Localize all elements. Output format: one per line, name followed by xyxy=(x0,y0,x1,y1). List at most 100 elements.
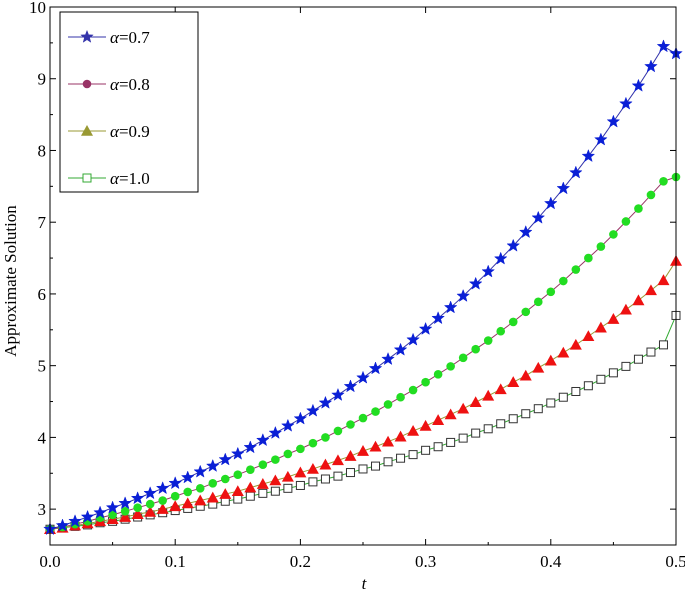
data-point xyxy=(443,300,458,314)
data-point xyxy=(559,276,568,286)
data-point xyxy=(444,408,457,420)
data-point xyxy=(608,368,618,378)
data-point xyxy=(407,424,420,436)
data-point xyxy=(270,486,280,496)
y-axis-label: Approximate Solution xyxy=(1,205,20,357)
series-square-open xyxy=(45,310,681,534)
data-point xyxy=(432,414,445,425)
data-point xyxy=(496,326,506,336)
data-point xyxy=(371,461,381,471)
data-point xyxy=(446,362,455,371)
data-point xyxy=(646,347,656,357)
data-point xyxy=(471,428,481,438)
data-point xyxy=(381,351,395,366)
x-tick-label: 0.5 xyxy=(665,552,685,571)
data-point xyxy=(383,457,393,467)
data-point xyxy=(433,442,443,452)
data-point xyxy=(358,464,368,474)
data-point xyxy=(518,225,533,239)
data-point xyxy=(294,466,307,478)
data-point xyxy=(456,288,471,302)
axes: 0.0 0.1 0.2 0.3 0.4 0.5 3 4 5 6 7 8 9 10 xyxy=(29,0,685,571)
data-point xyxy=(93,505,107,519)
y-tick-label: 8 xyxy=(38,141,47,160)
data-point xyxy=(320,474,330,484)
data-point xyxy=(306,403,320,417)
data-point xyxy=(333,426,343,436)
data-point xyxy=(493,251,508,265)
data-point xyxy=(557,346,570,358)
data-point xyxy=(258,488,268,498)
data-point xyxy=(281,470,294,482)
data-point xyxy=(619,303,632,315)
data-point xyxy=(606,114,621,128)
data-point xyxy=(356,370,370,384)
data-point xyxy=(346,420,355,429)
data-point xyxy=(531,210,546,224)
data-point xyxy=(183,487,193,497)
data-point xyxy=(382,435,395,447)
data-point xyxy=(607,313,620,324)
data-point xyxy=(331,454,344,466)
x-tick-label: 0.4 xyxy=(540,552,562,571)
data-point xyxy=(632,294,645,306)
data-point xyxy=(519,369,532,381)
data-point xyxy=(581,148,596,163)
data-point xyxy=(331,387,345,401)
data-point xyxy=(245,491,255,501)
legend-item: α=0.8 xyxy=(68,75,150,94)
data-point xyxy=(358,413,368,423)
data-point xyxy=(220,474,230,484)
data-point xyxy=(193,464,208,478)
data-point xyxy=(256,478,269,489)
data-point xyxy=(406,332,420,346)
data-point xyxy=(156,503,169,514)
data-point xyxy=(458,433,468,443)
data-point xyxy=(458,353,468,363)
data-point xyxy=(556,181,571,195)
y-tick-label: 4 xyxy=(38,428,47,447)
data-point xyxy=(633,354,643,364)
data-point xyxy=(218,452,233,466)
legend-marker xyxy=(81,125,93,136)
series-triangle xyxy=(44,254,682,535)
data-point xyxy=(471,344,480,354)
data-point xyxy=(594,321,607,333)
data-point xyxy=(481,264,496,278)
legend-label: α=1.0 xyxy=(110,169,150,188)
data-point xyxy=(268,425,283,439)
data-point xyxy=(383,400,393,409)
plot-area xyxy=(43,39,683,536)
data-point xyxy=(194,494,207,506)
data-point xyxy=(457,402,470,414)
legend-item: α=1.0 xyxy=(68,169,150,188)
data-point xyxy=(295,480,305,490)
data-point xyxy=(644,59,658,73)
data-point xyxy=(596,242,606,251)
data-point xyxy=(644,284,657,296)
data-point xyxy=(219,488,232,499)
data-point xyxy=(571,386,581,396)
data-point xyxy=(368,361,383,375)
data-point xyxy=(108,510,117,520)
data-point xyxy=(543,196,558,210)
data-point xyxy=(568,165,583,179)
x-tick-label: 0.1 xyxy=(165,552,186,571)
series-line xyxy=(49,315,677,530)
data-point xyxy=(345,468,355,478)
data-point xyxy=(421,377,430,387)
data-point xyxy=(105,500,120,514)
data-point xyxy=(621,361,631,371)
series-star xyxy=(43,39,683,536)
series-line xyxy=(49,176,677,530)
data-point xyxy=(308,438,318,448)
data-point xyxy=(231,485,244,496)
data-point xyxy=(369,440,382,452)
legend-marker xyxy=(82,79,92,89)
data-point xyxy=(119,511,132,522)
data-point xyxy=(571,265,581,274)
data-point xyxy=(118,496,132,510)
data-point xyxy=(569,338,582,350)
data-point xyxy=(506,238,521,252)
